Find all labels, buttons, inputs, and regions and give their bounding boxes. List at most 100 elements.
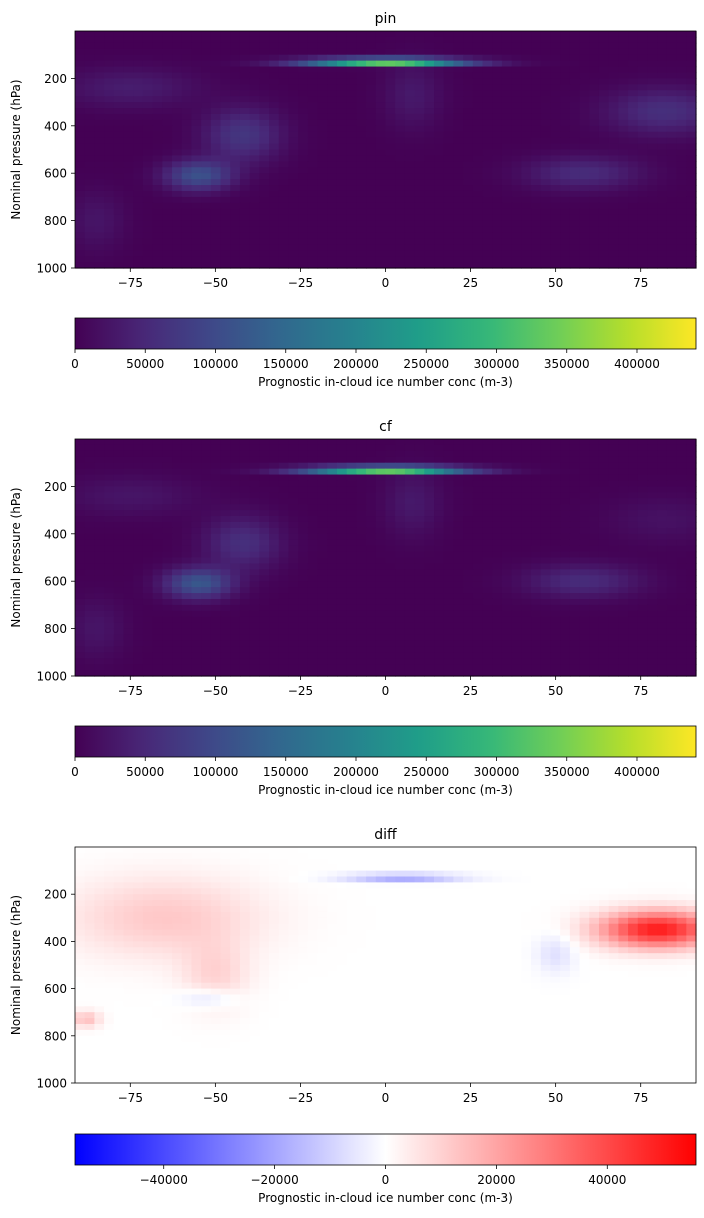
heatmap-cell <box>521 84 532 91</box>
heatmap-cell <box>453 31 464 38</box>
heatmap-cell <box>346 143 357 151</box>
heatmap-cell <box>230 143 241 151</box>
heatmap-cell <box>84 575 95 582</box>
heatmap-cell <box>288 143 299 151</box>
heatmap-cell <box>608 563 619 570</box>
heatmap-cell <box>463 72 474 79</box>
heatmap-cell <box>395 113 406 121</box>
heatmap-cell <box>404 42 416 50</box>
heatmap-cell <box>531 113 542 121</box>
heatmap-cell <box>239 90 251 97</box>
heatmap-cell <box>94 646 105 653</box>
heatmap-cell <box>618 143 629 151</box>
heatmap-cell <box>336 36 348 44</box>
heatmap-cell <box>424 119 435 127</box>
heatmap-cell <box>686 527 697 535</box>
heatmap-cell <box>162 155 173 162</box>
heatmap-cell <box>637 533 649 541</box>
heatmap-cell <box>94 521 105 529</box>
heatmap-cell <box>317 640 328 647</box>
heatmap-cell <box>647 646 658 653</box>
heatmap-cell <box>676 161 687 168</box>
heatmap-cell <box>579 60 590 68</box>
heatmap-cell <box>278 48 290 56</box>
heatmap-cell <box>298 54 309 62</box>
heatmap-cell <box>482 72 493 79</box>
heatmap-cell <box>521 504 532 511</box>
heatmap-cell <box>356 628 367 636</box>
heatmap-cell <box>385 527 396 535</box>
heatmap-cell <box>637 36 649 44</box>
heatmap-cell <box>298 510 309 517</box>
heatmap-cell <box>628 185 639 192</box>
heatmap-cell <box>162 185 173 192</box>
heatmap-cell <box>94 575 105 582</box>
heatmap-cell <box>278 60 290 68</box>
heatmap-cell <box>637 539 649 547</box>
heatmap-cell <box>657 190 668 198</box>
heatmap-cell <box>637 202 649 210</box>
heatmap-cell <box>647 521 658 529</box>
heatmap-cell <box>443 598 455 606</box>
heatmap-cell <box>269 66 280 74</box>
heatmap-cell <box>501 634 513 642</box>
heatmap-cell <box>395 238 406 245</box>
heatmap-cell <box>453 439 464 446</box>
heatmap-cell <box>676 214 687 222</box>
heatmap-cell <box>686 563 697 570</box>
heatmap-cell <box>686 244 697 251</box>
heatmap-cell <box>472 60 484 68</box>
heatmap-cell <box>239 137 251 145</box>
heatmap-cell <box>336 84 348 91</box>
heatmap-cell <box>133 113 144 121</box>
heatmap-cell <box>482 646 493 653</box>
heatmap-cell <box>676 190 687 198</box>
heatmap-cell <box>327 161 338 168</box>
heatmap-cell <box>540 36 552 44</box>
heatmap-cell <box>560 604 571 612</box>
heatmap-cell <box>531 521 542 529</box>
heatmap-cell <box>172 232 183 239</box>
heatmap-cell <box>317 173 328 180</box>
heatmap-cell <box>123 557 134 565</box>
heatmap-cell <box>104 474 115 482</box>
heatmap-cell <box>598 137 610 145</box>
heatmap-cell <box>84 616 95 624</box>
heatmap-cell <box>434 480 445 487</box>
heatmap-cell <box>472 90 484 97</box>
heatmap-cell <box>404 108 416 115</box>
heatmap-cell <box>424 48 435 56</box>
heatmap-cell <box>75 78 86 85</box>
heatmap-cell <box>589 569 600 576</box>
heatmap-cell <box>443 539 455 547</box>
heatmap-cell <box>463 119 474 127</box>
heatmap-cell <box>676 628 687 636</box>
heatmap-cell <box>346 604 357 612</box>
heatmap-cell <box>434 521 445 529</box>
heatmap-cell <box>414 634 425 642</box>
heatmap-cell <box>288 444 299 452</box>
heatmap-cell <box>404 456 416 464</box>
heatmap-cell <box>589 504 600 511</box>
heatmap-cell <box>628 575 639 582</box>
heatmap-cell <box>327 521 338 529</box>
heatmap-cell <box>434 108 445 115</box>
heatmap-cell <box>540 557 552 565</box>
heatmap-cell <box>385 155 396 162</box>
heatmap-cell <box>608 102 619 109</box>
heatmap-cell <box>647 510 658 517</box>
heatmap-cell <box>521 90 532 97</box>
heatmap-cell <box>647 167 658 174</box>
heatmap-cell <box>637 96 649 103</box>
heatmap-cell <box>346 214 357 222</box>
heatmap-cell <box>278 610 290 618</box>
heatmap-cell <box>434 652 445 659</box>
heatmap-cell <box>511 96 522 103</box>
heatmap-cell <box>259 468 270 476</box>
heatmap-cell <box>239 78 251 85</box>
heatmap-cell <box>501 214 513 222</box>
heatmap-cell <box>647 492 658 499</box>
heatmap-cell <box>424 208 435 216</box>
heatmap-cell <box>239 173 251 180</box>
heatmap-cell <box>142 492 154 499</box>
